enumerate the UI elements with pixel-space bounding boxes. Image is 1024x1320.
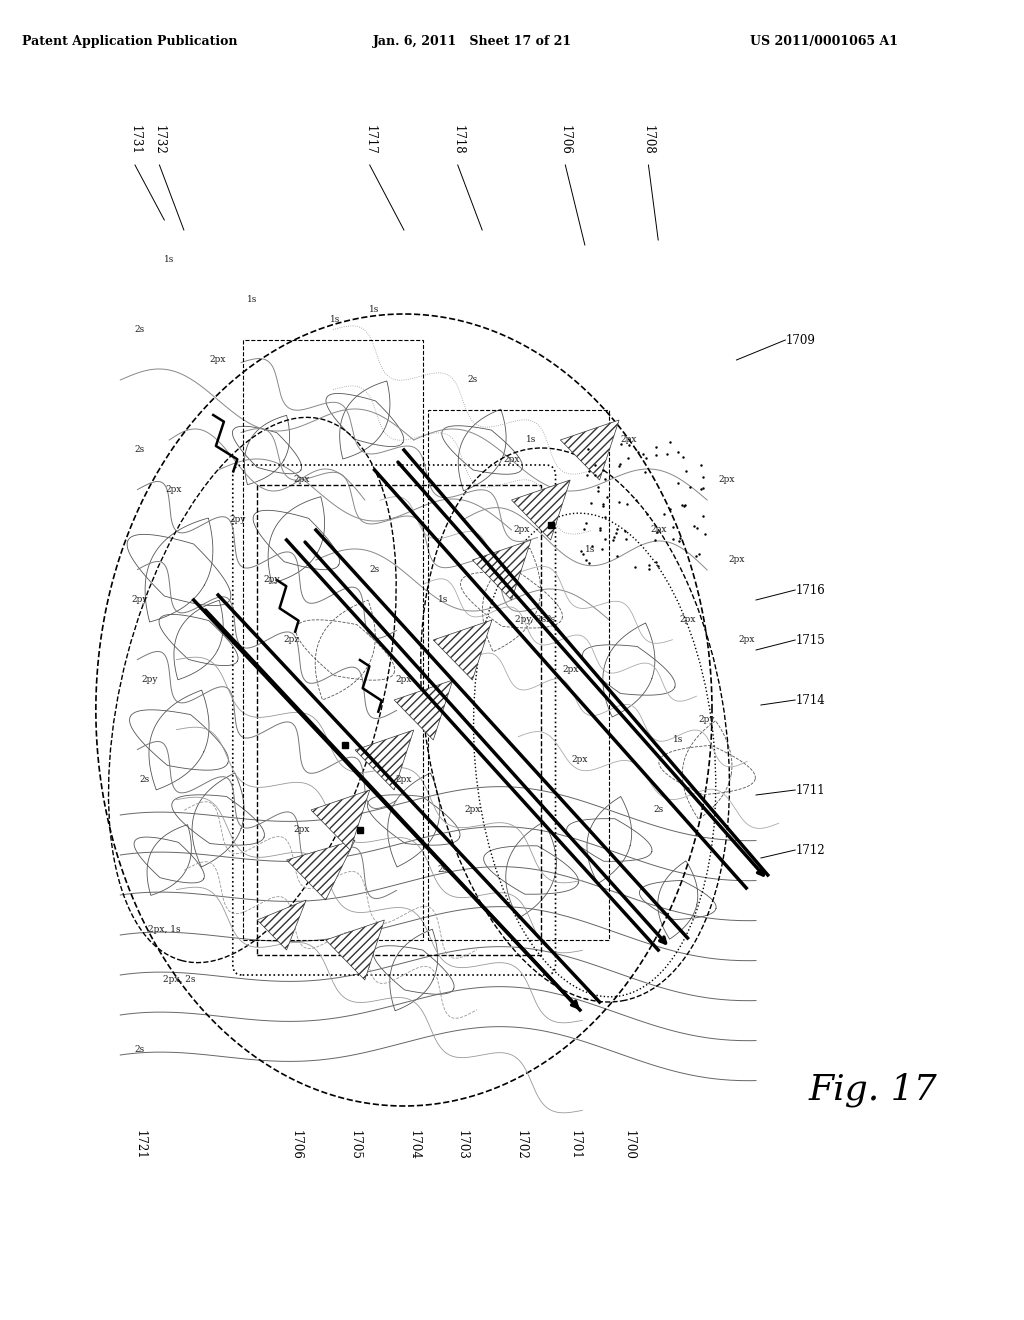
Text: 2px: 2px [738,635,755,644]
Text: 1712: 1712 [796,843,824,857]
Text: 2px: 2px [166,486,182,495]
Text: 2px: 2px [395,676,413,685]
Text: 2py: 2py [263,576,281,585]
Text: 2pz: 2pz [284,635,300,644]
Polygon shape [311,789,370,850]
Text: 1721: 1721 [133,1130,146,1160]
Text: 1708: 1708 [642,125,655,154]
Text: US 2011/0001065 A1: US 2011/0001065 A1 [751,36,898,49]
Text: 1716: 1716 [796,583,825,597]
Text: 1703: 1703 [456,1130,469,1160]
Text: 2px: 2px [719,475,735,484]
Text: 2py: 2py [141,676,158,685]
Text: 1s: 1s [673,735,683,744]
Text: 1731: 1731 [128,125,141,154]
Text: 2px: 2px [650,525,667,535]
Text: 2s: 2s [139,776,150,784]
Text: 2py: 2py [229,516,246,524]
Polygon shape [472,540,531,601]
Polygon shape [287,840,355,900]
Text: 1706: 1706 [290,1130,303,1160]
Text: 1s: 1s [526,436,537,445]
Bar [243,341,424,940]
Text: 2px, 2s: 2px, 2s [163,975,196,985]
Text: 2px: 2px [464,805,480,814]
Text: Patent Application Publication: Patent Application Publication [23,36,238,49]
Text: 2py: 2py [132,595,148,605]
Text: 2px: 2px [728,556,744,565]
Bar [428,411,609,940]
Text: 2s: 2s [135,326,145,334]
Polygon shape [433,620,492,680]
Text: Jan. 6, 2011   Sheet 17 of 21: Jan. 6, 2011 Sheet 17 of 21 [373,36,572,49]
Text: 2py: 2py [698,715,716,725]
Text: 2s: 2s [467,375,477,384]
Text: 1705: 1705 [348,1130,361,1160]
Text: 1702: 1702 [515,1130,527,1160]
Text: 1701: 1701 [568,1130,582,1160]
Text: 1s: 1s [331,315,341,325]
Text: 2px: 2px [210,355,226,364]
Bar [257,484,541,954]
Text: 1706: 1706 [559,125,571,154]
Polygon shape [512,480,570,540]
Text: 1711: 1711 [796,784,824,796]
Text: 2s: 2s [370,565,380,574]
Text: 2s: 2s [135,446,145,454]
Text: 1718: 1718 [452,125,464,154]
Text: 1s: 1s [247,296,257,305]
Text: 1715: 1715 [796,634,825,647]
Text: 2s: 2s [135,1045,145,1055]
Text: 1700: 1700 [623,1130,635,1160]
Text: 1732: 1732 [153,125,166,154]
Polygon shape [326,920,384,979]
Text: 2px: 2px [503,455,520,465]
Text: 2s: 2s [438,866,449,874]
Text: 2px: 2px [293,825,309,834]
Text: 2s: 2s [546,615,556,624]
Text: 1709: 1709 [785,334,815,346]
Text: 2py, 2s: 2py, 2s [515,615,547,624]
Polygon shape [355,730,414,789]
Text: 2px: 2px [562,665,579,675]
Polygon shape [560,420,620,480]
Text: 2px: 2px [293,475,309,484]
Polygon shape [257,900,306,950]
Text: 1704: 1704 [408,1130,420,1160]
Text: 1s: 1s [438,595,449,605]
Text: 2px: 2px [513,525,529,535]
Text: 1717: 1717 [364,125,376,154]
Text: 1s: 1s [164,256,174,264]
Text: 2px: 2px [395,776,413,784]
Text: 2s: 2s [653,805,664,814]
Polygon shape [394,680,453,741]
Text: 2px: 2px [571,755,588,764]
Text: 2px, 1s: 2px, 1s [148,925,180,935]
Text: 2px: 2px [679,615,696,624]
Text: 2px: 2px [621,436,637,445]
Text: 1s: 1s [585,545,595,554]
Text: 1714: 1714 [796,693,825,706]
Text: Fig. 17: Fig. 17 [809,1073,938,1107]
Text: 1s: 1s [370,305,380,314]
